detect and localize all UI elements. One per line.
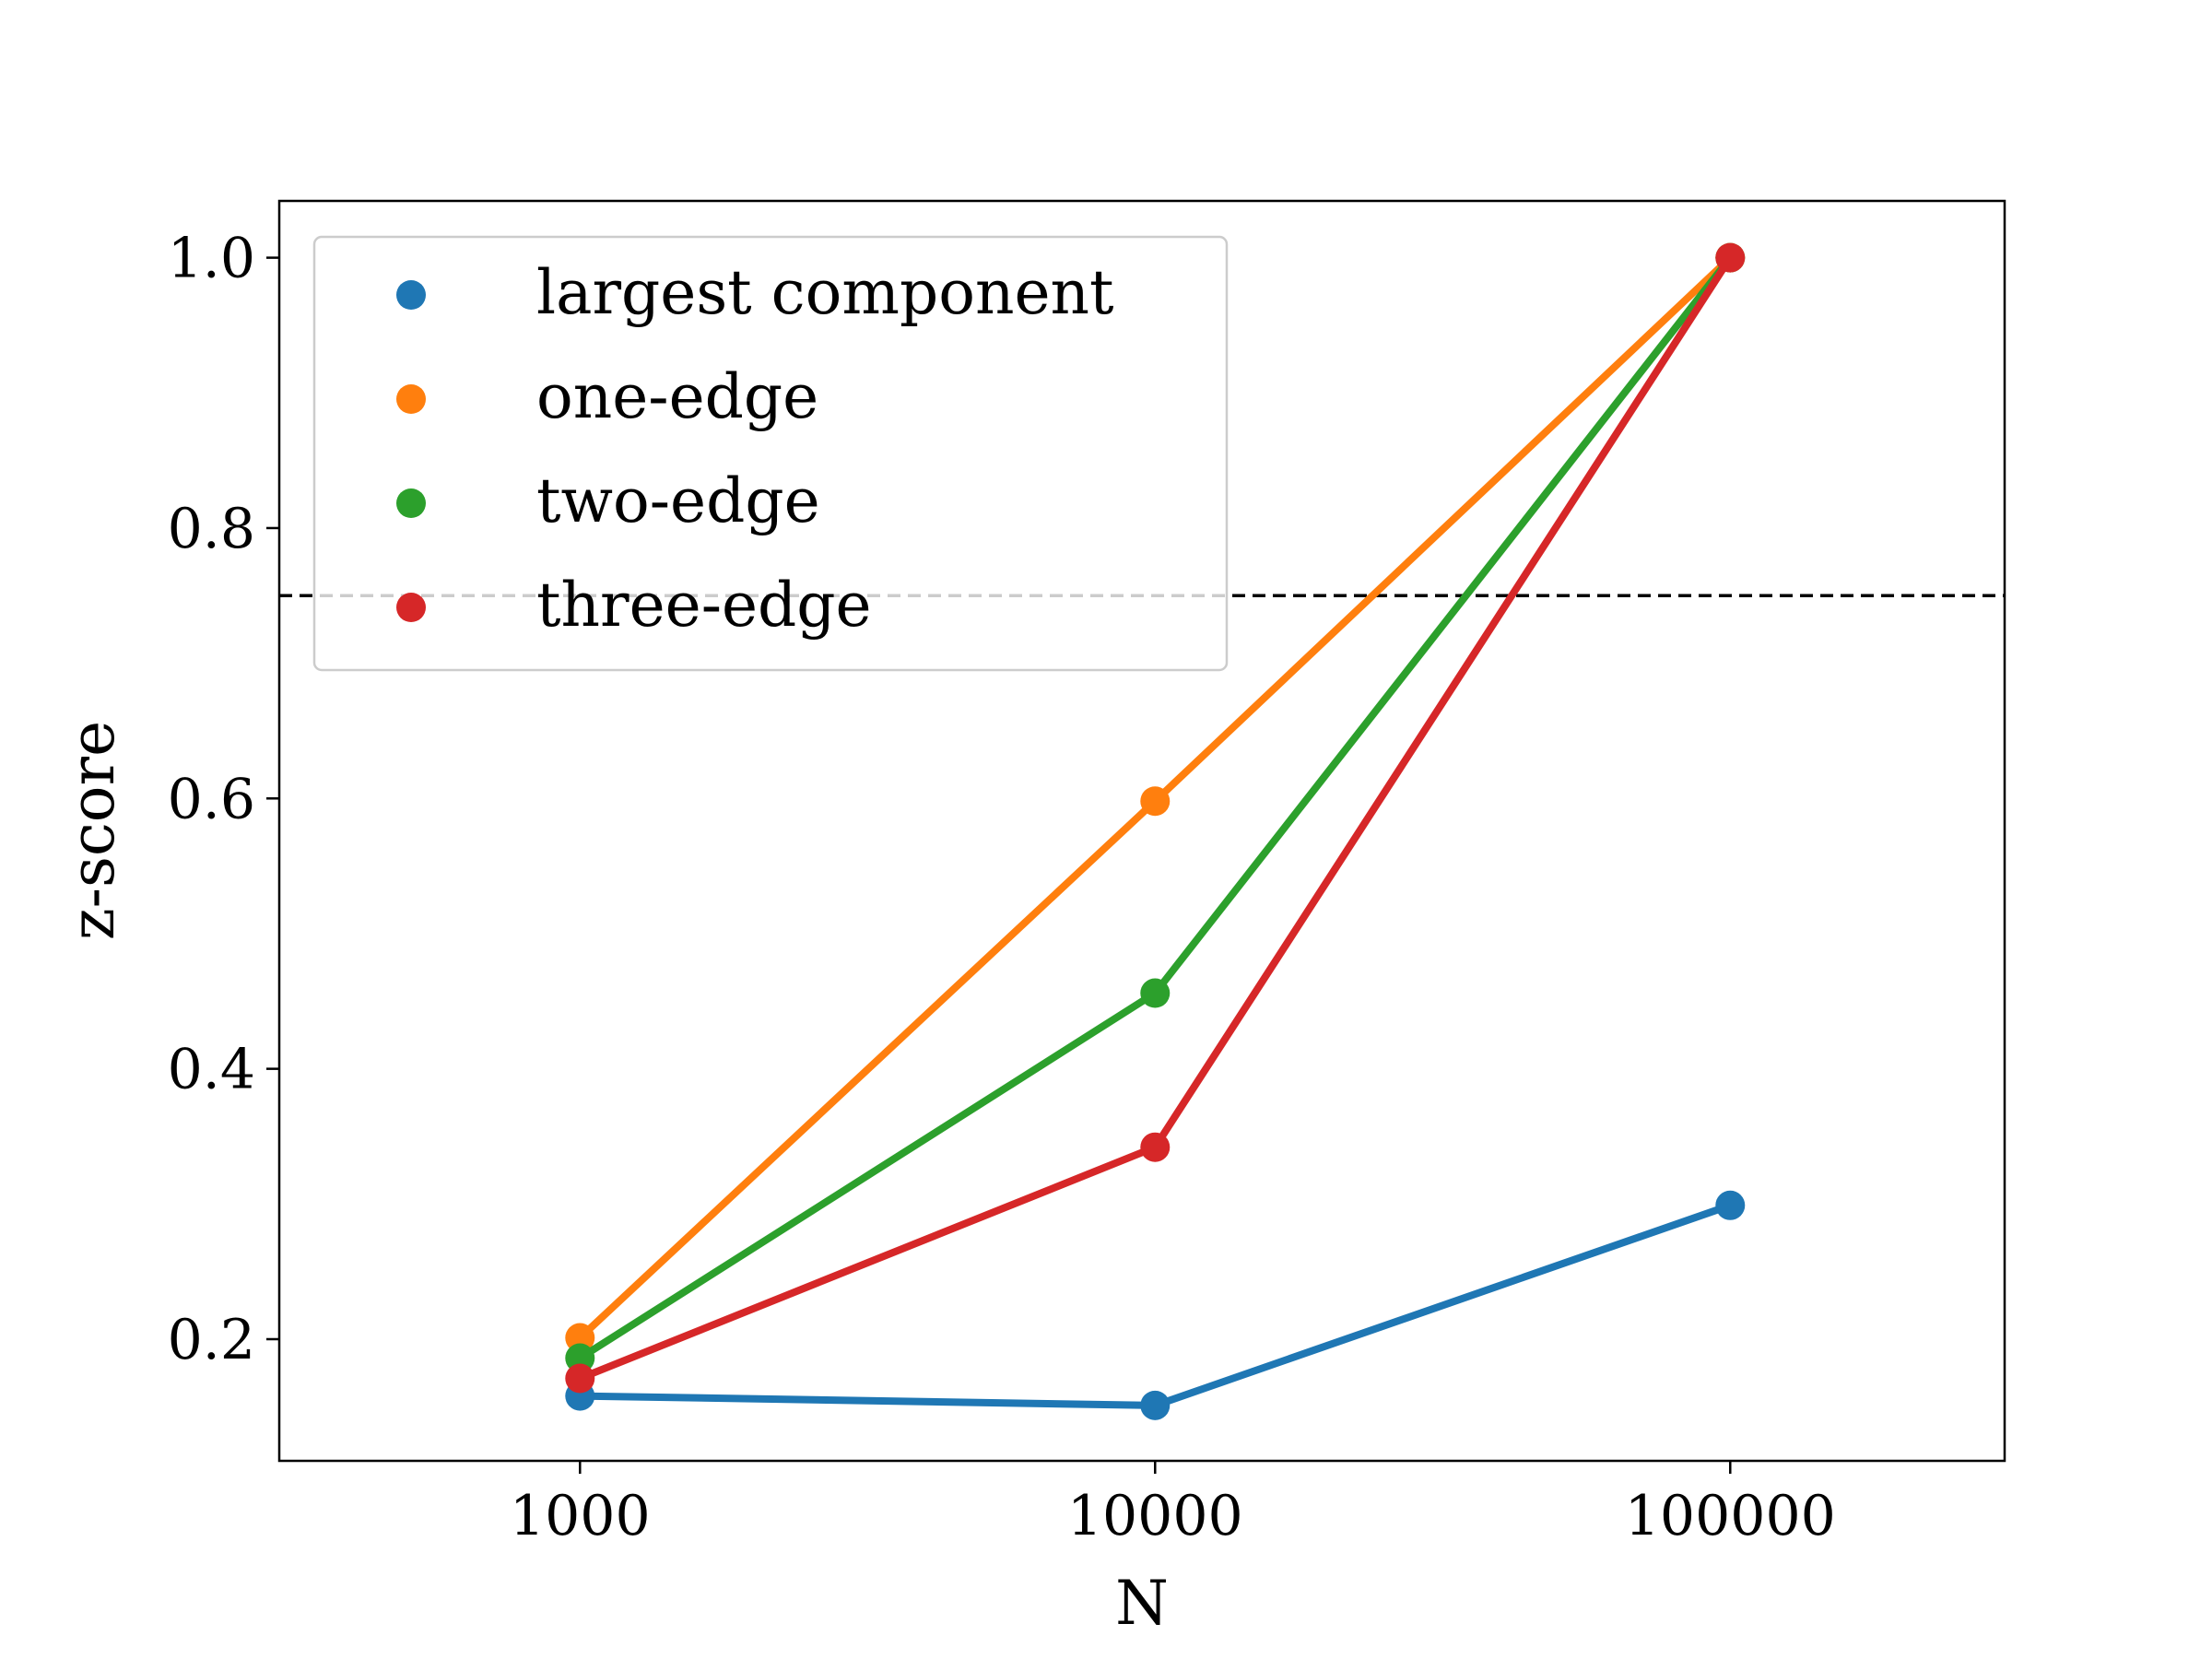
legend-marker-0: [396, 280, 426, 310]
y-tick-label-2: 0.6: [168, 767, 255, 831]
y-tick-label-0: 0.2: [168, 1308, 255, 1372]
data-point-3-0: [565, 1363, 595, 1394]
data-point-3-2: [1715, 242, 1746, 273]
data-point-0-1: [1140, 1390, 1171, 1420]
legend-label-1: one-edge: [536, 361, 818, 432]
x-axis-label: N: [1115, 1568, 1169, 1639]
x-tick-label-0: 1000: [510, 1484, 651, 1548]
plot-frame: [277, 199, 2006, 1463]
legend-label-3: three-edge: [536, 570, 872, 641]
legend-marker-1: [396, 384, 426, 414]
legend-marker-3: [396, 593, 426, 622]
data-point-2-1: [1140, 978, 1171, 1008]
legend-box: [312, 235, 1229, 672]
legend-label-0: largest component: [536, 257, 1114, 328]
x-tick-label-1: 10000: [1067, 1484, 1243, 1548]
legend-marker-2: [396, 488, 426, 518]
y-axis-label: z-score: [57, 721, 128, 940]
x-tick-label-2: 100000: [1625, 1484, 1836, 1548]
legend-label-2: two-edge: [536, 465, 820, 536]
y-tick-label-4: 1.0: [168, 227, 255, 291]
data-point-1-1: [1140, 786, 1171, 817]
data-point-3-1: [1140, 1132, 1171, 1162]
data-point-0-2: [1715, 1190, 1746, 1220]
y-tick-label-1: 0.4: [168, 1038, 255, 1102]
data-point-1-0: [565, 1323, 595, 1353]
data-point-2-0: [565, 1343, 595, 1373]
y-tick-label-3: 0.8: [168, 497, 255, 561]
